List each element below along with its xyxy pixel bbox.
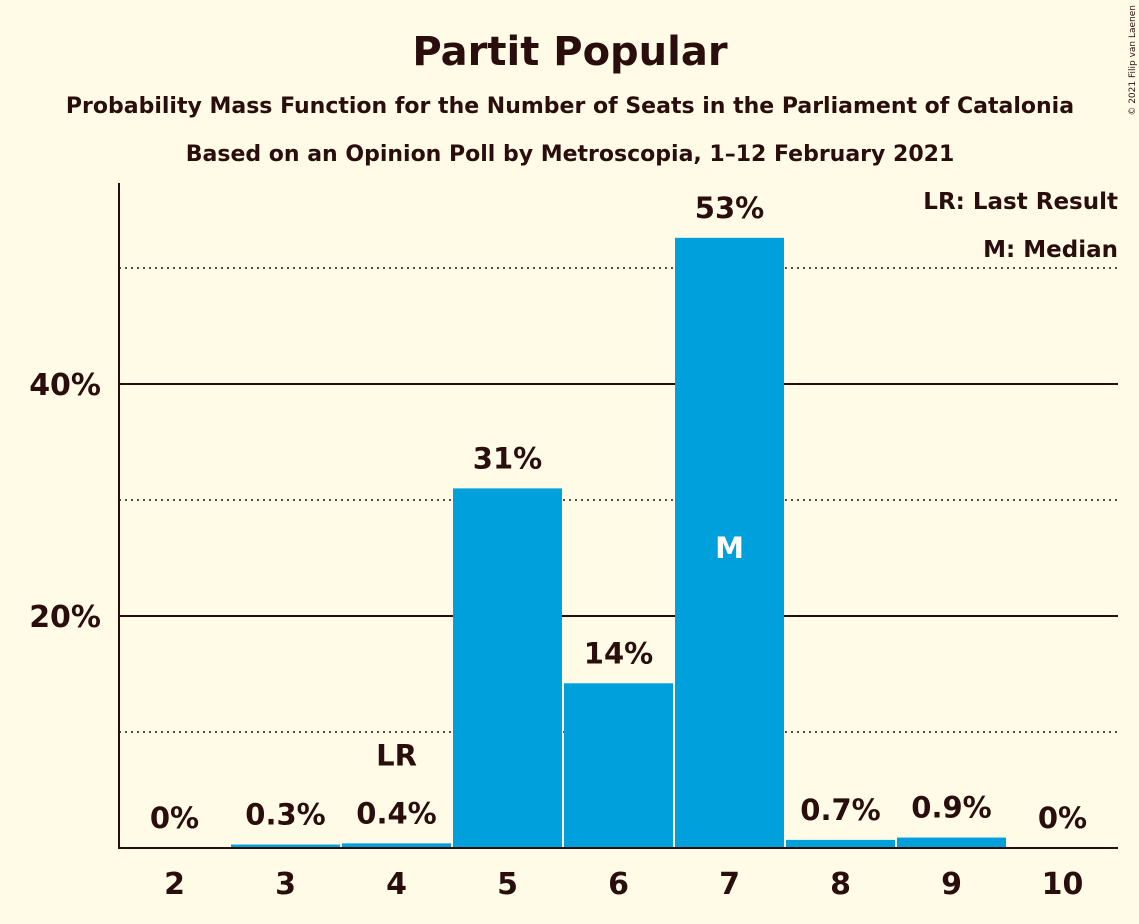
- data-label-seats-3: 0.3%: [245, 798, 325, 832]
- legend-median: M: Median: [983, 237, 1118, 263]
- bar-seats-8: [786, 839, 895, 848]
- x-tick-label-4: 4: [386, 867, 407, 902]
- bar-seats-7: [675, 237, 784, 849]
- data-label-seats-5: 31%: [473, 441, 542, 475]
- bars: [231, 237, 1006, 849]
- data-label-seats-2: 0%: [150, 801, 199, 835]
- x-tick-label-9: 9: [941, 867, 962, 902]
- data-labels: 0% 0.3% 0.4% LR 31% 14% 53% M 0.7% 0.9% 0%: [150, 191, 1087, 835]
- data-label-seats-10: 0%: [1038, 801, 1087, 835]
- x-tick-label-3: 3: [275, 867, 296, 902]
- bar-seats-3: [231, 844, 340, 848]
- bar-seats-4: [342, 843, 451, 848]
- bar-seats-5: [453, 488, 562, 848]
- last-result-marker: LR: [376, 738, 417, 772]
- bar-seats-6: [564, 683, 673, 848]
- data-label-seats-7: 53%: [695, 191, 764, 225]
- x-tick-label-5: 5: [497, 867, 518, 902]
- x-tick-label-8: 8: [830, 867, 851, 902]
- x-tick-label-6: 6: [608, 867, 629, 902]
- bar-seats-9: [897, 837, 1006, 848]
- y-tick-label: 40%: [29, 368, 101, 403]
- data-label-seats-8: 0.7%: [800, 793, 880, 827]
- data-label-seats-9: 0.9%: [911, 791, 991, 825]
- x-tick-label-2: 2: [164, 867, 185, 902]
- y-tick-label: 20%: [29, 600, 101, 635]
- copyright-notice: © 2021 Filip van Laenen: [1128, 5, 1138, 116]
- x-axis-ticks: 2 3 4 5 6 7 8 9 10: [164, 867, 1083, 902]
- data-label-seats-4: 0.4%: [356, 796, 436, 830]
- legend-last-result: LR: Last Result: [923, 189, 1118, 215]
- chart-subtitle-2: Based on an Opinion Poll by Metroscopia,…: [186, 142, 955, 167]
- median-marker: M: [715, 531, 744, 565]
- chart-title: Partit Popular: [412, 29, 727, 75]
- x-tick-label-10: 10: [1042, 867, 1084, 902]
- chart-subtitle-1: Probability Mass Function for the Number…: [66, 94, 1074, 119]
- x-tick-label-7: 7: [719, 867, 740, 902]
- y-axis-ticks: 20% 40%: [29, 368, 101, 635]
- data-label-seats-6: 14%: [584, 636, 653, 670]
